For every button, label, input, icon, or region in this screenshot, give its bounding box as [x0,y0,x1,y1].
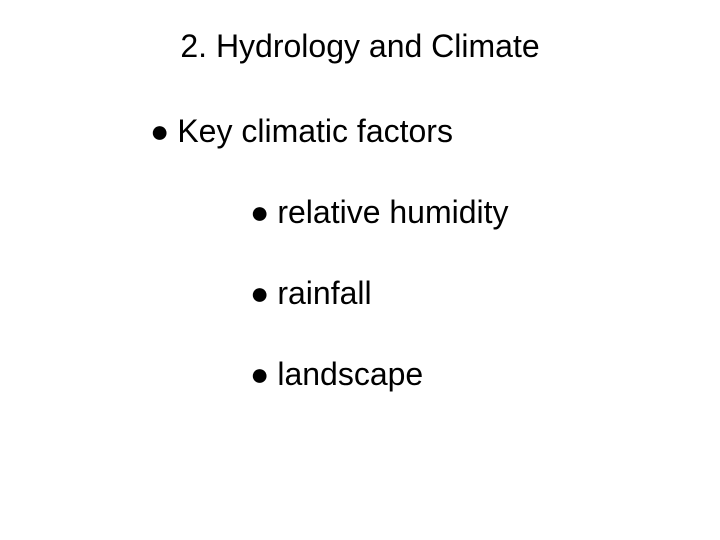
bullet-icon: ● [250,356,269,393]
bullet-level2-text: landscape [277,356,423,392]
bullet-level2-item: ●relative humidity [250,194,720,231]
bullet-icon: ● [150,113,169,150]
bullet-level2-item: ●landscape [250,356,720,393]
bullet-level2-text: relative humidity [277,194,508,230]
bullet-level1-text: Key climatic factors [177,113,453,149]
slide-container: 2. Hydrology and Climate ●Key climatic f… [0,28,720,540]
bullet-icon: ● [250,275,269,312]
bullet-icon: ● [250,194,269,231]
bullet-level2-item: ●rainfall [250,275,720,312]
slide-title: 2. Hydrology and Climate [0,28,720,65]
bullet-level2-text: rainfall [277,275,371,311]
bullet-level1-item: ●Key climatic factors [150,113,720,150]
